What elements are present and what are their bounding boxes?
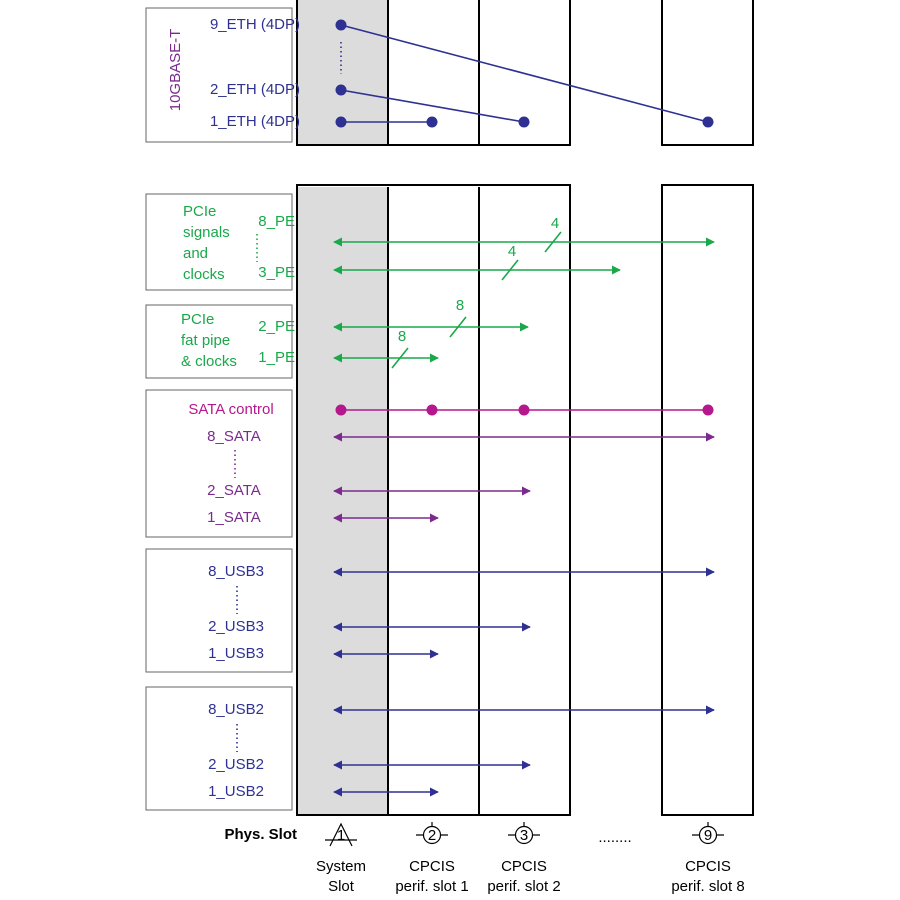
label: clocks [183,266,225,283]
label: 2_SATA [207,482,261,499]
label: 9_ETH (4DP) [210,16,300,33]
label: & clocks [181,353,237,370]
label: signals [183,224,230,241]
label: perif. slot 8 [671,878,744,895]
slot-frame [661,184,754,816]
label: 3_PE [258,264,295,281]
label: 1_USB3 [208,645,264,662]
label: SATA control [188,401,273,418]
label: 1_PE [258,349,295,366]
slot-symbol [416,822,448,836]
label: 8_USB3 [208,563,264,580]
group-title: 10GBASE-T [167,29,184,112]
group-box [145,389,293,538]
label: 2_PE [258,318,295,335]
label: 2 [428,827,436,844]
label: and [183,245,208,262]
slot-symbol [325,822,357,847]
dot [702,116,714,128]
label: 8_USB2 [208,701,264,718]
label: System [316,858,366,875]
label: ........ [598,829,631,846]
label: CPCIS [685,858,731,875]
label: PCIe [181,311,214,328]
label: 8 [398,328,406,345]
width-slash [544,231,562,253]
label: 4 [508,243,516,260]
label: 8 [456,297,464,314]
group-box [145,7,293,143]
label: Slot [328,878,355,895]
label: 2_ETH (4DP) [210,81,300,98]
dot [335,116,347,128]
width-slash [391,347,409,369]
label: Phys. Slot [224,826,297,843]
slot-frame [296,0,571,146]
label: perif. slot 1 [395,878,468,895]
label: 1 [337,827,345,844]
connector [340,24,709,123]
slot-frame [296,184,571,816]
system-slot [297,187,388,815]
dot [335,19,347,31]
label: 8_SATA [207,428,261,445]
group-box [145,193,293,291]
dot [518,116,530,128]
label: 2_USB3 [208,618,264,635]
dot [518,404,530,416]
group-box [145,548,293,673]
slot-symbol [508,822,540,836]
dot [702,404,714,416]
connector [340,89,525,123]
label: 1_USB2 [208,783,264,800]
label: fat pipe [181,332,230,349]
label: CPCIS [409,858,455,875]
label: 4 [551,215,559,232]
width-slash [501,259,519,281]
label: 2_USB2 [208,756,264,773]
label: CPCIS [501,858,547,875]
label: 8_PE [258,213,295,230]
dot [426,404,438,416]
label: PCIe [183,203,216,220]
label: 1_SATA [207,509,261,526]
dot [335,84,347,96]
label: perif. slot 2 [487,878,560,895]
group-box [145,304,293,379]
dot [426,116,438,128]
label: 9 [704,827,712,844]
group-box [145,686,293,811]
slot-symbol [692,822,724,836]
dot [335,404,347,416]
label: 1_ETH (4DP) [210,113,300,130]
label: 3 [520,827,528,844]
slot-frame [661,0,754,146]
width-slash [449,316,467,338]
